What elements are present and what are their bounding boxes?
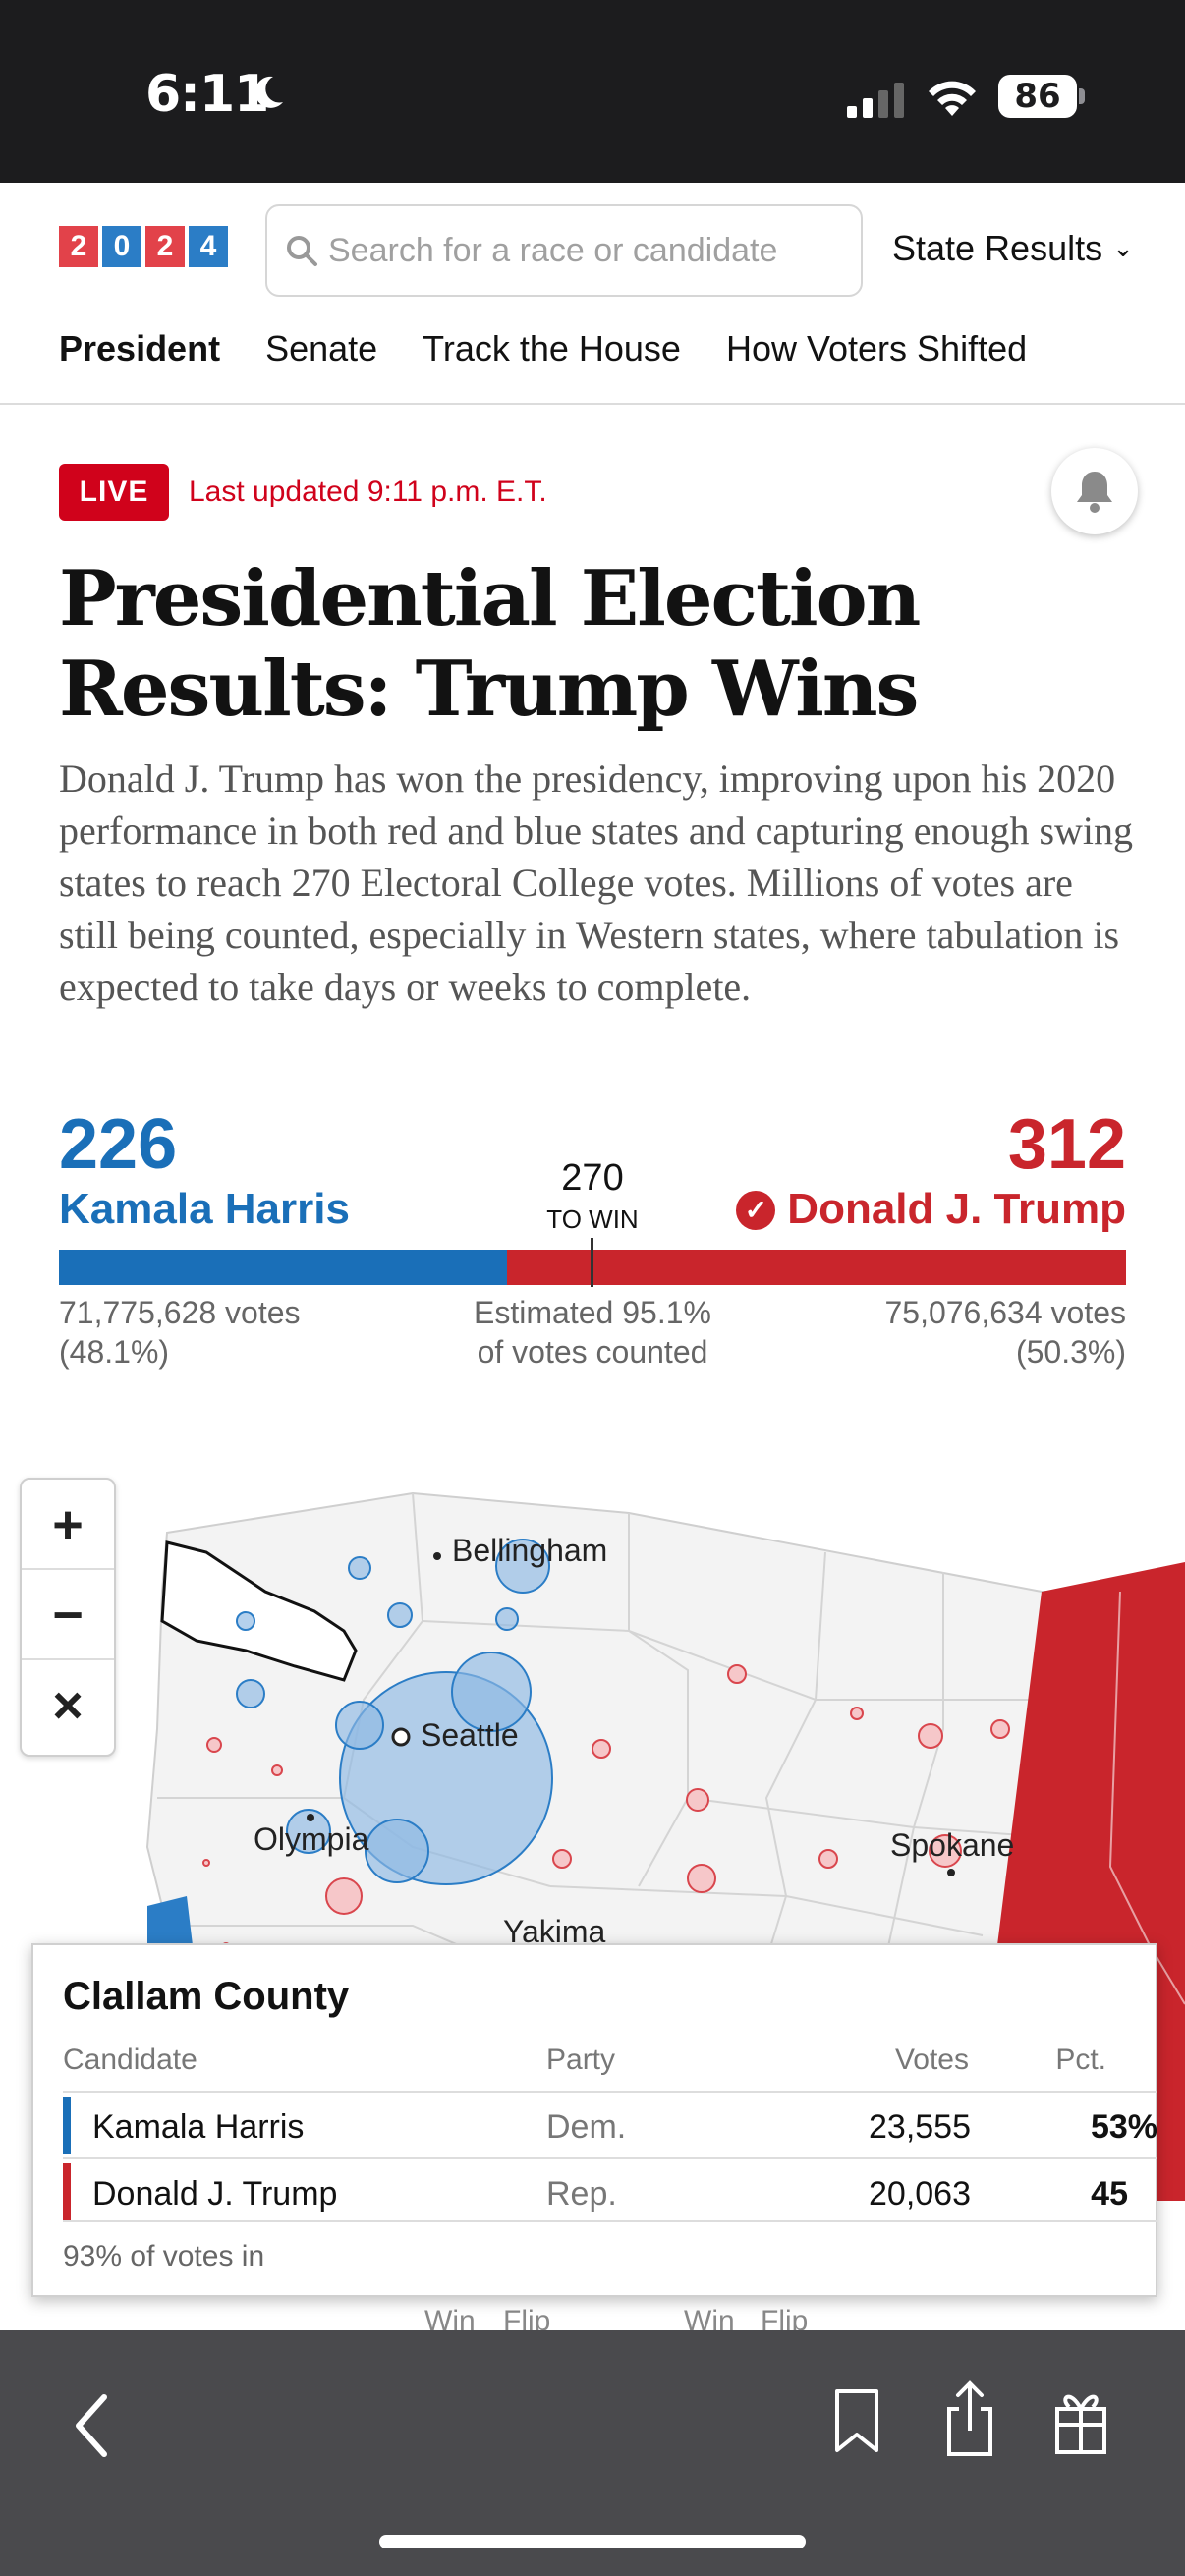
counted-line2: of votes counted	[477, 1334, 708, 1370]
notification-button[interactable]	[1051, 448, 1138, 534]
election-2024-logo[interactable]: 2 0 2 4	[59, 226, 228, 267]
race-nav: President Senate Track the House How Vot…	[59, 328, 1027, 369]
header-votes: Votes	[894, 2044, 969, 2076]
status-bar: 6:11 86	[0, 0, 1185, 183]
harris-vote-pct: (48.1%)	[59, 1334, 170, 1370]
to-win-label: TO WIN	[546, 1204, 639, 1234]
battery-tip	[1079, 88, 1085, 104]
candidate-votes: 23,555	[869, 2108, 971, 2146]
logo-digit: 2	[59, 226, 98, 267]
search-icon	[287, 236, 317, 266]
dem-bar-fill	[59, 1250, 508, 1285]
to-win-marker	[591, 1238, 593, 1287]
moon-icon	[254, 76, 283, 108]
header-pct: Pct.	[1055, 2044, 1106, 2076]
site-header: 2 0 2 4 State Results ⌄ President Senate …	[0, 183, 1185, 405]
harris-votes: 71,775,628 votes	[59, 1295, 301, 1330]
state-results-label: State Results	[892, 228, 1103, 268]
battery-level: 86	[998, 75, 1077, 118]
tab-how-voters-shifted[interactable]: How Voters Shifted	[725, 328, 1028, 368]
header-candidate: Candidate	[63, 2044, 198, 2076]
summary-text: Donald J. Trump has won the presidency, …	[59, 756, 1134, 1009]
home-indicator	[379, 2535, 806, 2548]
winner-check-icon: ✓	[736, 1191, 776, 1230]
trump-popular-vote: 75,076,634 votes (50.3%)	[884, 1293, 1126, 1372]
candidate-name: Donald J. Trump	[92, 2175, 338, 2212]
page-title: Presidential Election Results: Trump Win…	[59, 554, 921, 734]
candidate-party: Rep.	[546, 2175, 617, 2212]
to-win-number: 270	[561, 1157, 624, 1199]
trump-name-row: ✓ Donald J. Trump	[736, 1185, 1126, 1234]
rep-swatch	[63, 2163, 71, 2220]
wifi-icon	[929, 81, 976, 116]
trump-vote-pct: (50.3%)	[1015, 1334, 1126, 1370]
logo-digit: 0	[102, 226, 141, 267]
county-tooltip: Clallam County Candidate Party Votes Pct…	[31, 1943, 1157, 2297]
share-icon[interactable]	[943, 2380, 996, 2458]
reset-map-button[interactable]: ×	[52, 1676, 84, 1735]
trump-electoral-votes: 312	[1007, 1105, 1126, 1184]
electoral-vote-bar	[59, 1238, 1126, 1287]
candidate-votes: 20,063	[869, 2175, 971, 2212]
header-party: Party	[546, 2044, 616, 2076]
candidate-pct: 53%	[1090, 2108, 1157, 2146]
table-row: Donald J. Trump Rep. 20,063 45	[63, 2157, 1157, 2222]
map-zoom-controls: + − ×	[20, 1478, 116, 1757]
search-input[interactable]	[328, 224, 839, 277]
tab-president[interactable]: President	[59, 328, 221, 368]
dem-swatch	[63, 2097, 71, 2154]
live-badge: LIVE	[59, 464, 169, 521]
county-name: Clallam County	[63, 1975, 350, 2018]
bell-icon	[1077, 472, 1112, 513]
cell-signal-icon	[847, 83, 904, 118]
trump-name: Donald J. Trump	[787, 1185, 1126, 1233]
candidate-party: Dem.	[546, 2108, 627, 2146]
votes-in-status: 93% of votes in	[63, 2240, 265, 2272]
zoom-in-button[interactable]: +	[22, 1480, 114, 1570]
tab-track-the-house[interactable]: Track the House	[423, 328, 681, 368]
logo-digit: 4	[189, 226, 228, 267]
harris-popular-vote: 71,775,628 votes (48.1%)	[59, 1293, 301, 1372]
harris-electoral-votes: 226	[59, 1105, 178, 1184]
table-row: Kamala Harris Dem. 23,555 53%	[63, 2091, 1157, 2156]
logo-digit: 2	[145, 226, 185, 267]
gift-icon[interactable]	[1051, 2383, 1110, 2456]
votes-counted: Estimated 95.1% of votes counted	[432, 1293, 753, 1372]
status-time: 6:11	[145, 65, 269, 124]
city-label-olympia: Olympia	[254, 1821, 369, 1857]
candidate-name: Kamala Harris	[92, 2108, 305, 2146]
city-label-seattle: Seattle	[421, 1717, 519, 1753]
bookmark-icon[interactable]	[831, 2387, 882, 2456]
tab-senate[interactable]: Senate	[265, 328, 378, 368]
harris-name: Kamala Harris	[59, 1185, 350, 1233]
state-results-dropdown[interactable]: State Results ⌄	[892, 228, 1134, 269]
chevron-down-icon: ⌄	[1112, 233, 1134, 262]
city-label-spokane: Spokane	[890, 1827, 1015, 1863]
last-updated: Last updated 9:11 p.m. E.T.	[189, 476, 547, 508]
back-arrow-icon[interactable]	[69, 2391, 116, 2460]
search-box[interactable]	[265, 204, 863, 297]
trump-votes: 75,076,634 votes	[884, 1295, 1126, 1330]
counted-line1: Estimated 95.1%	[474, 1295, 711, 1330]
candidate-pct: 45	[1091, 2175, 1128, 2212]
city-label-bellingham: Bellingham	[452, 1533, 608, 1568]
zoom-out-button[interactable]: −	[22, 1570, 114, 1660]
